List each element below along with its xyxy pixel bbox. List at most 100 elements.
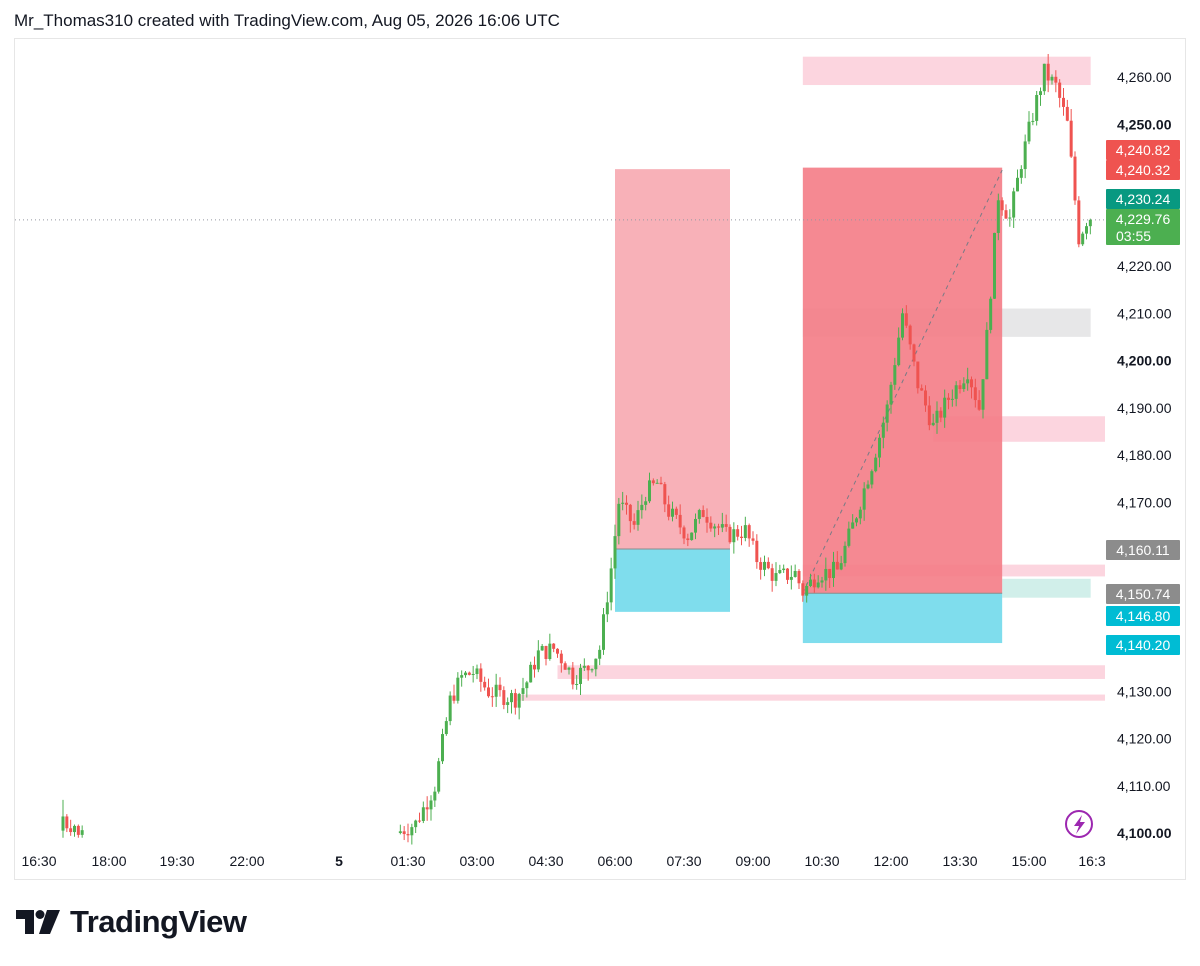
candle-body <box>970 379 973 388</box>
candle <box>812 573 816 593</box>
candle-body <box>563 663 567 670</box>
candle <box>598 645 602 666</box>
candle <box>1031 112 1035 126</box>
candle-body <box>1039 91 1042 96</box>
candle-body <box>682 527 686 539</box>
candle <box>851 514 855 529</box>
candle <box>663 481 667 513</box>
candle-body <box>981 379 985 410</box>
candle-body <box>655 482 659 484</box>
candle <box>552 643 556 653</box>
candle-body <box>475 668 479 675</box>
candle-body <box>632 521 636 525</box>
candle <box>456 672 460 704</box>
candle-body <box>878 437 881 458</box>
candle <box>1054 70 1058 93</box>
candle <box>513 688 517 715</box>
price-label: 4,240.82 <box>1106 140 1180 160</box>
candle <box>69 819 73 836</box>
candle <box>920 384 924 391</box>
position-1-target-zone <box>615 548 730 612</box>
candle-body <box>506 702 510 705</box>
candle <box>609 557 613 611</box>
time-axis: 16:30 18:00 19:30 22:00 5 01:30 03:00 04:30 06:0… <box>21 853 1105 869</box>
candle <box>893 357 897 390</box>
candle <box>655 479 659 484</box>
candle <box>506 697 510 714</box>
price-tick-label: 4,170.00 <box>1117 494 1172 510</box>
chart-frame[interactable] <box>14 38 1186 880</box>
candle <box>517 692 521 720</box>
candle <box>80 825 84 838</box>
candle <box>1069 109 1073 158</box>
candle-body <box>575 684 579 686</box>
candle-body <box>69 828 73 833</box>
price-label-text: 4,146.80 <box>1116 608 1171 624</box>
candle <box>989 296 993 334</box>
candle-body <box>1069 120 1073 157</box>
candle-body <box>763 561 766 570</box>
price-label: 4,146.80 <box>1106 606 1180 626</box>
candle <box>843 541 847 567</box>
candle-body <box>858 509 862 519</box>
price-tick-label: 4,210.00 <box>1117 305 1172 321</box>
price-label-text: 4,160.11 <box>1116 542 1170 558</box>
candle <box>1016 169 1019 192</box>
candle-body <box>809 579 812 586</box>
candle <box>487 678 490 698</box>
candle-body <box>916 361 920 389</box>
candle <box>1050 74 1054 85</box>
price-tick-label: 4,100.00 <box>1117 825 1172 841</box>
candle-body <box>927 405 931 426</box>
candle <box>605 591 609 623</box>
candle-body <box>720 524 724 528</box>
candle <box>590 668 594 673</box>
candle <box>625 495 628 515</box>
candle-body <box>613 536 617 569</box>
candle <box>1023 134 1027 179</box>
candle-body <box>935 410 939 423</box>
candle-body <box>881 422 885 438</box>
candle-body <box>694 518 697 533</box>
candle <box>835 551 839 570</box>
trend-line <box>802 169 1003 594</box>
candle <box>766 557 770 570</box>
candle <box>1085 222 1088 240</box>
candle <box>628 503 632 533</box>
candle-body <box>648 480 651 502</box>
price-tick-label: 4,180.00 <box>1117 447 1172 463</box>
candle <box>901 308 904 341</box>
candle-body <box>65 816 69 829</box>
tradingview-logo[interactable]: TradingView <box>16 904 247 940</box>
time-tick-label: 18:00 <box>91 853 126 869</box>
lightning-icon[interactable] <box>1065 810 1093 838</box>
candle-body <box>594 658 598 670</box>
candle <box>398 824 402 835</box>
candle <box>586 664 590 681</box>
candle-body <box>897 337 901 366</box>
candle <box>525 680 529 698</box>
candle <box>763 555 766 577</box>
candle <box>575 675 579 690</box>
candle <box>594 658 598 677</box>
time-tick-label: 15:00 <box>1011 853 1046 869</box>
candle-body <box>885 404 889 423</box>
candle <box>602 608 605 655</box>
candle <box>636 500 640 531</box>
position-1-stop-zone <box>615 169 730 549</box>
candle <box>690 532 694 541</box>
candle <box>544 645 548 666</box>
candle-body <box>487 687 490 697</box>
candle <box>1004 204 1008 219</box>
candle-body <box>920 388 924 391</box>
price-label-bg <box>1106 635 1180 655</box>
candle <box>751 531 755 545</box>
candle-body <box>73 825 76 833</box>
candle-body <box>525 682 529 689</box>
time-tick-label: 19:30 <box>159 853 194 869</box>
candle-body <box>418 820 421 822</box>
candle <box>970 376 973 399</box>
candle-body <box>76 825 80 835</box>
candle <box>916 361 920 394</box>
